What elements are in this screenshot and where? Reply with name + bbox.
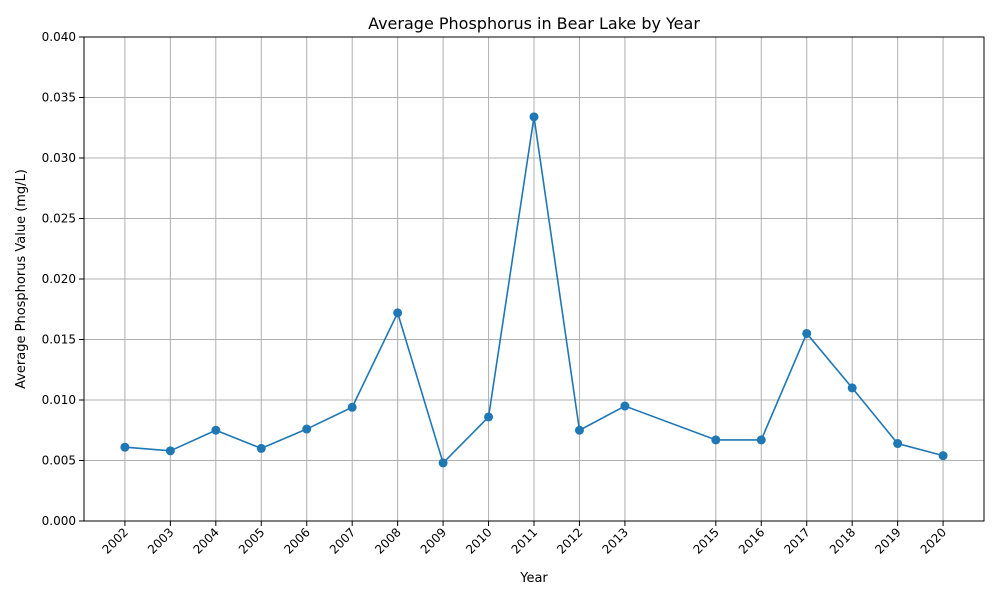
y-tick-label: 0.040 (42, 30, 76, 44)
series-line (124, 116, 944, 464)
y-axis: 0.000 0.005 0.010 0.015 0.020 0.025 0.030 0.035… (42, 30, 84, 528)
data-point (574, 425, 584, 435)
data-point (484, 412, 494, 422)
y-axis-label: Average Phosphorus Value (mg/L) (14, 169, 29, 389)
y-tick-label: 0.000 (42, 514, 76, 528)
y-tick-label: 0.015 (42, 333, 76, 347)
data-point (620, 401, 630, 411)
y-tick-label: 0.020 (42, 272, 76, 286)
data-point (529, 112, 539, 122)
data-point (165, 446, 175, 456)
data-point (438, 458, 448, 468)
series-line-layer (124, 116, 944, 464)
y-tick-label: 0.035 (42, 91, 76, 105)
y-tick-label: 0.025 (42, 212, 76, 226)
data-point (711, 435, 721, 445)
data-point (938, 451, 948, 461)
data-point (347, 402, 357, 412)
y-tick-label: 0.030 (42, 151, 76, 165)
y-tick-label: 0.005 (42, 454, 76, 468)
chart-title: Average Phosphorus in Bear Lake by Year (368, 14, 700, 33)
y-tick-label: 0.010 (42, 393, 76, 407)
data-point (256, 443, 266, 453)
data-point (120, 442, 130, 452)
data-point (393, 308, 403, 318)
data-point (802, 328, 812, 338)
data-point-layer (120, 112, 948, 468)
x-axis-label: Year (519, 571, 548, 586)
data-point (893, 439, 903, 449)
data-point (847, 383, 857, 393)
data-point (302, 424, 312, 434)
data-point (756, 435, 766, 445)
data-point (211, 425, 221, 435)
